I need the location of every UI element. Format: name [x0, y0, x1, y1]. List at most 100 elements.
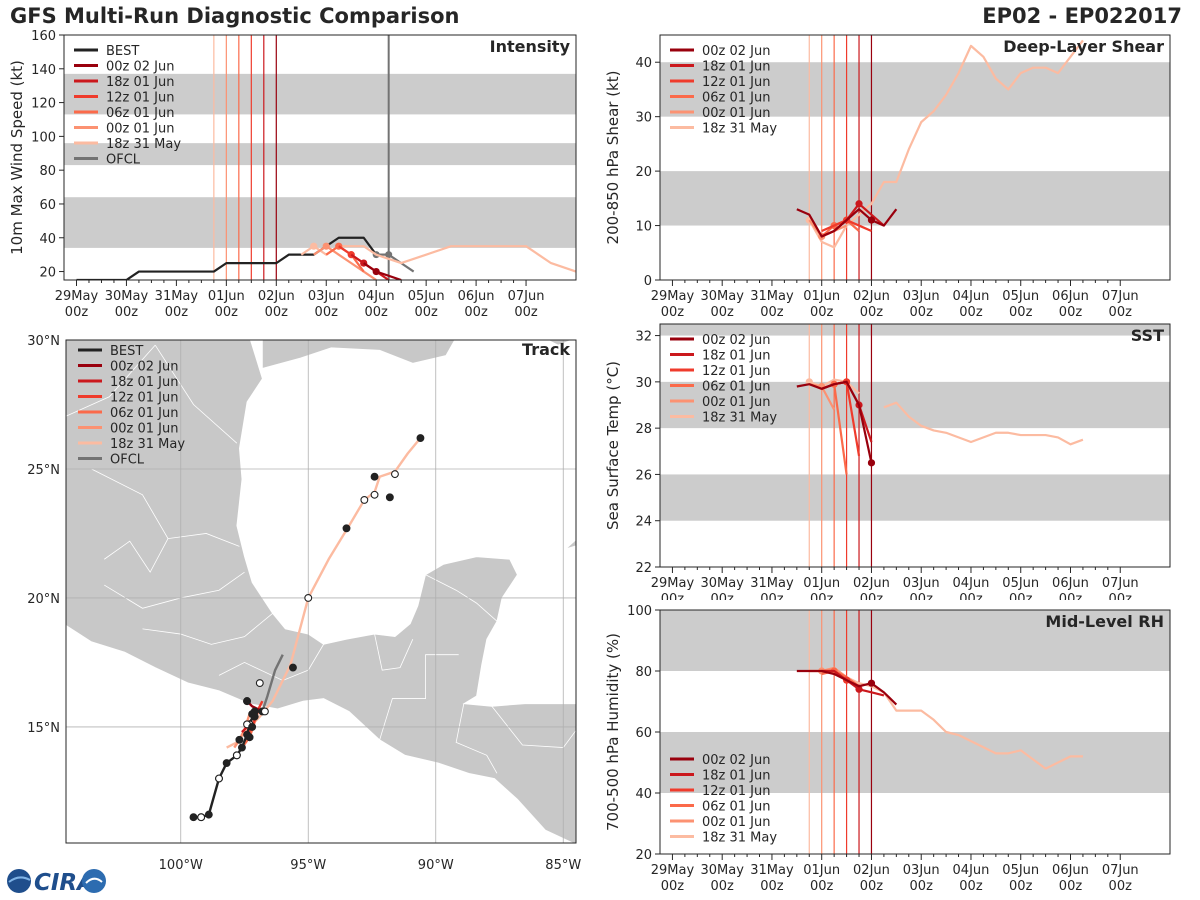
- band: [64, 197, 576, 248]
- chart-title: Intensity: [490, 37, 571, 56]
- x-tick-label: 00z: [661, 879, 685, 894]
- x-tick-label: 01Jun: [803, 576, 840, 591]
- lat-label: 25°N: [27, 463, 60, 478]
- band: [660, 171, 1170, 226]
- x-tick-label: 05Jun: [408, 289, 445, 304]
- track-point: [342, 524, 351, 533]
- intensity-chart: 2040608010012014016029May00z30May00z31Ma…: [8, 29, 577, 320]
- axes-frame: [659, 323, 1171, 568]
- x-tick-label: 07Jun: [508, 289, 545, 304]
- y-tick-label: 30: [635, 376, 652, 391]
- x-tick-label: 01Jun: [208, 289, 245, 304]
- x-tick-label: 04Jun: [953, 863, 990, 878]
- series-point: [867, 459, 876, 467]
- track-point: [416, 434, 425, 442]
- band: [660, 324, 1170, 336]
- y-tick-label: 10: [635, 220, 652, 235]
- legend-label: 00z 02 Jun: [702, 44, 771, 59]
- y-tick-label: 140: [31, 63, 56, 78]
- chart-title: Mid-Level RH: [1045, 612, 1164, 631]
- boundary: [455, 703, 498, 774]
- best-point: [204, 810, 213, 819]
- x-tick-label: 04Jun: [953, 576, 990, 591]
- series-line: [300, 245, 576, 273]
- x-tick-label: 00z: [711, 592, 735, 600]
- legend-label: 06z 01 Jun: [702, 380, 771, 395]
- y-tick-label: 80: [635, 665, 652, 680]
- x-tick-label: 00z: [165, 305, 189, 320]
- x-tick-label: 00z: [810, 592, 834, 600]
- x-tick-label: 31May: [155, 289, 199, 304]
- track-point: [235, 735, 244, 744]
- track-point: [385, 493, 394, 502]
- y-axis-label: 200-850 hPa Shear (kt): [604, 71, 622, 245]
- chart-title: Track: [522, 340, 570, 359]
- series-line: [809, 666, 1083, 770]
- x-tick-label: 07Jun: [1102, 289, 1139, 304]
- x-tick-label: 02Jun: [853, 863, 890, 878]
- legend-label: 00z 02 Jun: [702, 333, 771, 348]
- x-tick-label: 01Jun: [803, 289, 840, 304]
- best-point: [189, 813, 198, 822]
- cira-logo: CIRA: [7, 869, 106, 896]
- series-point: [855, 200, 863, 208]
- x-tick-label: 00z: [1109, 879, 1133, 894]
- x-tick-label: 00z: [1059, 305, 1083, 320]
- lon-label: 85°W: [545, 858, 581, 873]
- x-tick-label: 00z: [1059, 879, 1083, 894]
- track-map: 100°W 95°W 90°W 85°W 15°N 20°N 25°N 30°N Track BE…: [27, 334, 581, 873]
- boundary: [104, 538, 169, 573]
- x-tick-label: 29May: [651, 289, 695, 304]
- y-tick-label: 32: [635, 330, 652, 345]
- y-tick-label: 20: [39, 266, 56, 281]
- band: [64, 143, 576, 166]
- chart-title: SST: [1131, 326, 1164, 345]
- track-point-open: [304, 593, 313, 602]
- series-point: [310, 242, 318, 250]
- x-tick-label: 00z: [265, 305, 289, 320]
- lat-label: 20°N: [27, 592, 60, 607]
- x-tick-label: 31May: [750, 289, 794, 304]
- track-point: [250, 712, 259, 721]
- band: [660, 62, 1170, 117]
- legend-label: 18z 01 Jun: [106, 75, 175, 90]
- legend-label: 00z 02 Jun: [106, 60, 175, 75]
- legend-label: 18z 31 May: [106, 137, 181, 152]
- series-line: [796, 380, 873, 464]
- legend-label: 18z 01 Jun: [110, 375, 179, 390]
- legend-label: 18z 01 Jun: [702, 60, 771, 75]
- legend-label: 12z 01 Jun: [106, 91, 175, 106]
- legend-label: 00z 01 Jun: [702, 395, 771, 410]
- x-tick-label: 04Jun: [358, 289, 395, 304]
- boundary: [425, 574, 498, 622]
- best-point-open: [232, 751, 241, 760]
- x-tick-label: 00z: [760, 305, 784, 320]
- x-tick-label: 00z: [464, 305, 488, 320]
- x-tick-label: 00z: [414, 305, 438, 320]
- x-tick-label: 30May: [700, 576, 744, 591]
- band: [64, 73, 576, 115]
- best-point: [238, 743, 246, 752]
- x-tick-label: 00z: [661, 305, 685, 320]
- boundary: [154, 344, 238, 444]
- x-tick-label: 00z: [1009, 879, 1033, 894]
- y-axis-label: Sea Surface Temp (°C): [604, 361, 622, 530]
- legend-label: 18z 31 May: [702, 122, 777, 137]
- track-point: [370, 472, 379, 481]
- lon-label: 100°W: [159, 858, 203, 873]
- legend-label: 00z 02 Jun: [110, 360, 179, 375]
- legend-label: 06z 01 Jun: [106, 106, 175, 121]
- y-tick-label: 100: [31, 130, 56, 145]
- legend-label: 12z 01 Jun: [110, 391, 179, 406]
- satellite-icon: [82, 869, 106, 893]
- legend-label: 06z 01 Jun: [110, 406, 179, 421]
- y-tick-label: 160: [31, 29, 56, 44]
- x-tick-label: 00z: [514, 305, 538, 320]
- x-tick-label: 31May: [750, 576, 794, 591]
- x-tick-label: 30May: [700, 289, 744, 304]
- x-tick-label: 07Jun: [1102, 863, 1139, 878]
- legend-label: 18z 01 Jun: [702, 769, 771, 784]
- track-point: [248, 722, 257, 731]
- y-tick-label: 40: [39, 232, 56, 247]
- y-tick-label: 28: [635, 422, 652, 437]
